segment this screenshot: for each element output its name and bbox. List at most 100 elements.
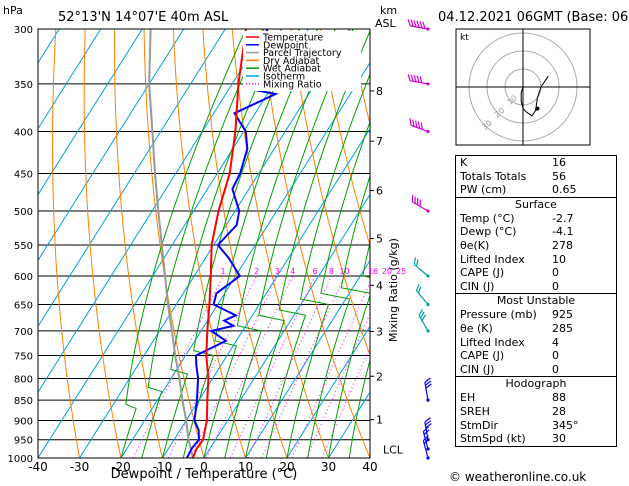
wind-barb-flag [410, 19, 414, 27]
wind-barb-staff [418, 315, 429, 332]
wet-adiabat-line [286, 73, 370, 458]
temperature-tick-label: 40 [362, 460, 377, 474]
wind-barb-flag [425, 420, 432, 426]
hpa-label: hPa [3, 4, 23, 17]
isotherm-line [245, 259, 370, 458]
wind-barb [411, 195, 430, 213]
index-row: StmDir 345° [456, 419, 616, 433]
wind-barb-flag [415, 120, 418, 128]
wet-adiabat-line [369, 454, 370, 458]
temperature-tick-label: 20 [279, 460, 294, 474]
mixing-ratio-line [189, 275, 278, 458]
dry-adiabat-line [231, 29, 329, 458]
index-row: Lifted Index 4 [456, 336, 616, 350]
wet-adiabat-line [348, 240, 370, 458]
index-value: 345° [552, 418, 579, 432]
wind-barb-dot [426, 209, 430, 213]
dewpoint-curve [186, 29, 294, 458]
index-label: θe(K) [460, 238, 490, 252]
index-value: 285 [552, 321, 573, 335]
mixing-ratio-line [167, 275, 258, 458]
index-row: θe (K) 285 [456, 322, 616, 336]
hodograph-header: Hodograph [456, 376, 616, 391]
index-row: CIN (J) 0 [456, 363, 616, 377]
dry-adiabat-line [83, 29, 122, 458]
mixing-ratio-label: 16 [368, 267, 378, 276]
index-row: EH 88 [456, 391, 616, 405]
dry-adiabat-line [52, 29, 80, 458]
legend-label: Wet Adiabat [263, 64, 321, 75]
index-value: 278 [552, 238, 573, 252]
isotherm-line [203, 193, 370, 458]
isotherm-line [38, 29, 143, 196]
wind-barb [424, 417, 432, 442]
storm-motion-marker [535, 106, 540, 111]
wind-barb-dot [426, 456, 430, 460]
index-value: 0 [552, 362, 559, 376]
index-row: θe(K) 278 [456, 239, 616, 253]
wind-barb-flag [416, 20, 420, 28]
wind-barb-flag [417, 286, 422, 294]
plot-frame [37, 28, 371, 459]
pressure-tick-label: 1000 [8, 454, 33, 465]
index-value: 925 [552, 308, 573, 322]
index-row: StmSpd (kt) 30 [456, 432, 616, 446]
copyright-text: © weatheronline.co.uk [449, 470, 587, 484]
wet-adiabat-line [328, 174, 370, 458]
km-tick-label: 3 [376, 325, 383, 338]
mixing-ratio-label: 20 [382, 267, 392, 276]
index-label: CIN (J) [460, 362, 495, 376]
wind-barb-flag [417, 121, 421, 129]
dry-adiabat-line [290, 29, 370, 357]
index-value: 28 [552, 404, 566, 418]
hodograph-trace [520, 75, 549, 117]
wet-adiabat-line [141, 29, 265, 458]
mixing-ratio-label: 3 [275, 267, 280, 276]
index-label: CAPE (J) [460, 349, 505, 363]
pressure-tick-label: 350 [14, 80, 33, 91]
index-label: K [460, 156, 468, 169]
index-value: 56 [552, 169, 566, 183]
wind-barb-dot [426, 274, 430, 278]
pressure-tick-label: 400 [14, 128, 33, 139]
wind-barb [418, 309, 430, 333]
index-label: Lifted Index [460, 252, 525, 266]
pressure-tick-label: 550 [14, 241, 33, 252]
wind-barb-flag [410, 74, 414, 82]
km-label: km [380, 4, 397, 17]
wind-barb-dot [426, 82, 430, 86]
parcel-trajectory-curve [148, 29, 194, 458]
index-label: StmSpd (kt) [460, 432, 526, 446]
wind-barb [409, 118, 430, 134]
index-value: 0 [552, 349, 559, 363]
mixing-ratio-label: 6 [312, 267, 317, 276]
km-tick-label: 8 [376, 85, 383, 98]
hodograph-unit-label: kt [460, 33, 469, 43]
isotherm-line [79, 29, 351, 458]
km-tick-label: 1 [376, 414, 383, 427]
asl-label: ASL [375, 17, 397, 30]
legend-box [243, 31, 361, 91]
wind-barb-dot [426, 398, 430, 402]
index-row: CAPE (J) 0 [456, 266, 616, 280]
mixing-ratio-label: 10 [339, 267, 349, 276]
pressure-tick-label: 850 [14, 396, 33, 407]
wind-barb-dot [426, 438, 430, 442]
lcl-label: LCL [383, 444, 404, 457]
wind-barb-flag [413, 257, 417, 265]
wet-adiabat-line [224, 29, 336, 458]
index-label: Temp (°C) [460, 211, 515, 225]
index-label: θe (K) [460, 321, 493, 335]
wind-barb-flag [413, 75, 417, 83]
mixing-ratio-label: 25 [396, 267, 406, 276]
wet-adiabat-line [120, 29, 247, 458]
pressure-tick-label: 900 [14, 416, 33, 427]
most-unstable-header: Most Unstable [456, 293, 616, 308]
index-value: 30 [552, 432, 566, 446]
mixing-ratio-label: 8 [329, 267, 334, 276]
wind-barb-flag [419, 76, 423, 84]
pressure-tick-label: 650 [14, 301, 33, 312]
index-row: Lifted Index 10 [456, 253, 616, 267]
